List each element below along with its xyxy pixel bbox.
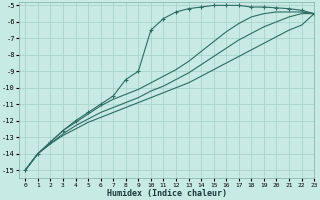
X-axis label: Humidex (Indice chaleur): Humidex (Indice chaleur): [107, 189, 227, 198]
